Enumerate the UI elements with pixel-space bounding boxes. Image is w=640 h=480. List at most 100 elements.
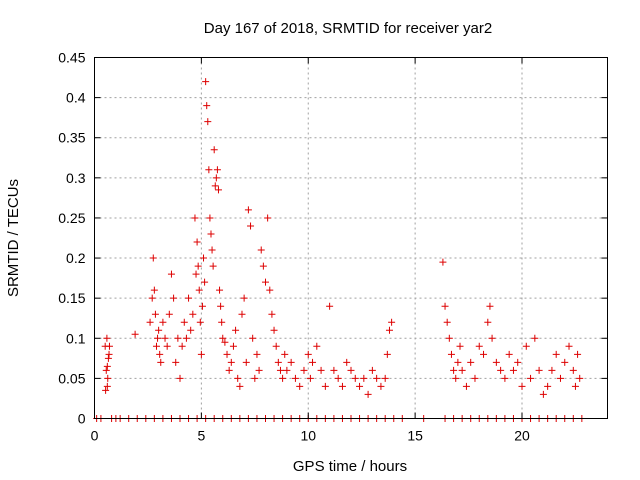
- data-point: [486, 302, 494, 310]
- data-point: [150, 286, 158, 294]
- data-point: [304, 350, 312, 358]
- data-point: [148, 294, 156, 302]
- data-point: [156, 350, 164, 358]
- data-point: [330, 366, 338, 374]
- x-tick-label: 0: [91, 428, 99, 444]
- data-point: [338, 382, 346, 390]
- data-point: [192, 270, 200, 278]
- y-tick-label: 0.3: [66, 170, 86, 186]
- y-tick-label: 0.35: [58, 130, 85, 146]
- data-point: [574, 350, 582, 358]
- plot-frame: [94, 57, 608, 419]
- data-point: [279, 374, 287, 382]
- data-point: [388, 318, 396, 326]
- axis-ticks: [94, 57, 608, 419]
- data-point: [249, 334, 257, 342]
- data-point: [514, 358, 522, 366]
- data-point: [227, 358, 235, 366]
- data-point: [300, 366, 308, 374]
- data-point: [149, 254, 157, 262]
- data-point: [377, 382, 385, 390]
- data-point: [105, 350, 113, 358]
- data-point: [172, 358, 180, 366]
- data-point: [236, 382, 244, 390]
- data-point: [368, 366, 376, 374]
- data-point: [176, 374, 184, 382]
- data-point: [223, 350, 231, 358]
- data-point: [454, 358, 462, 366]
- data-point: [276, 366, 284, 374]
- data-point: [203, 102, 211, 110]
- data-point: [197, 350, 205, 358]
- data-point: [552, 350, 560, 358]
- y-axis-label: SRMTID / TECUs: [5, 179, 22, 297]
- data-point: [214, 186, 222, 194]
- data-point: [170, 294, 178, 302]
- y-tick-labels: 0 0.05 0.1 0.15 0.2 0.25 0.3 0.35 0.4 0.45: [58, 50, 85, 427]
- data-point: [174, 334, 182, 342]
- data-point: [240, 294, 248, 302]
- data-point: [253, 350, 261, 358]
- data-point: [272, 342, 280, 350]
- data-point: [104, 354, 112, 362]
- data-point: [242, 358, 250, 366]
- data-point: [561, 358, 569, 366]
- data-point: [467, 358, 475, 366]
- data-point: [306, 374, 314, 382]
- data-point: [343, 358, 351, 366]
- data-point: [102, 366, 110, 374]
- data-point: [313, 342, 321, 350]
- data-point: [535, 366, 543, 374]
- chart-title: Day 167 of 2018, SRMTID for receiver yar…: [204, 20, 492, 37]
- data-point: [262, 278, 269, 286]
- data-point: [232, 326, 240, 334]
- data-point: [131, 330, 139, 338]
- data-point: [205, 166, 213, 174]
- data-point: [182, 334, 190, 342]
- data-point: [462, 382, 470, 390]
- data-point: [309, 358, 317, 366]
- x-tick-label: 5: [197, 428, 205, 444]
- y-tick-label: 0.4: [66, 90, 86, 106]
- y-tick-label: 0.25: [58, 210, 85, 226]
- data-point: [193, 238, 201, 246]
- x-tick-label: 15: [407, 428, 423, 444]
- data-point: [576, 374, 584, 382]
- data-point: [157, 358, 165, 366]
- data-point: [480, 350, 488, 358]
- data-point: [497, 366, 505, 374]
- data-point: [492, 358, 500, 366]
- data-point: [201, 278, 209, 286]
- data-point: [356, 382, 364, 390]
- data-point: [103, 382, 111, 390]
- x-tick-label: 10: [300, 428, 316, 444]
- data-point: [381, 374, 389, 382]
- data-point: [167, 270, 175, 278]
- data-point: [373, 374, 381, 382]
- data-point: [102, 386, 110, 394]
- data-point: [291, 374, 299, 382]
- data-point: [152, 342, 160, 350]
- data-point: [221, 338, 229, 346]
- data-point: [471, 374, 479, 382]
- data-point: [259, 262, 267, 270]
- data-point: [163, 342, 171, 350]
- data-point: [155, 326, 163, 334]
- data-point: [206, 214, 214, 222]
- data-point: [445, 334, 453, 342]
- data-point: [452, 374, 460, 382]
- data-point: [210, 146, 218, 154]
- data-point: [484, 318, 492, 326]
- y-tick-label: 0.15: [58, 290, 85, 306]
- data-point: [209, 262, 217, 270]
- data-point: [383, 350, 391, 358]
- data-point: [159, 318, 167, 326]
- data-point: [208, 246, 216, 254]
- data-point: [247, 222, 255, 230]
- data-point: [296, 382, 304, 390]
- data-point: [198, 302, 206, 310]
- data-point: [488, 334, 496, 342]
- data-point: [475, 342, 483, 350]
- data-point: [154, 334, 162, 342]
